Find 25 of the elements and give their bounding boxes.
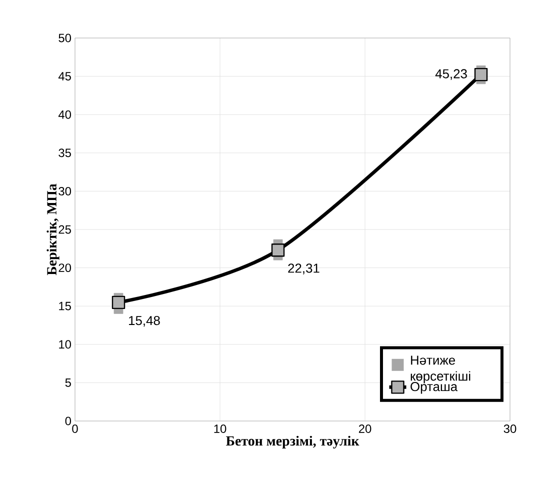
data-label: 22,31 bbox=[288, 264, 320, 274]
y-tick-label: 30 bbox=[58, 186, 72, 196]
y-axis-title: Беріктік, МПа bbox=[46, 184, 60, 276]
y-tick-label: 35 bbox=[58, 148, 71, 158]
y-tick-label: 20 bbox=[58, 264, 72, 272]
x-axis-title: Бетон мерзімі, тәулік bbox=[226, 436, 360, 449]
y-tick-label: 50 bbox=[58, 34, 72, 42]
legend-label: Орташа bbox=[410, 382, 458, 394]
y-tick-label: 40 bbox=[58, 110, 72, 119]
data-label: 45,23 bbox=[435, 69, 467, 80]
point bbox=[271, 244, 285, 257]
x-tick-label: 30 bbox=[504, 424, 516, 433]
y-tick-label: 15 bbox=[59, 302, 71, 310]
y-tick-label: 5 bbox=[65, 378, 71, 387]
y-tick-label: 25 bbox=[58, 225, 71, 234]
data-label: 15,48 bbox=[129, 316, 160, 327]
point bbox=[112, 296, 126, 310]
x-tick-label: 0 bbox=[72, 424, 78, 433]
y-tick-label: 45 bbox=[58, 72, 71, 80]
y-tick-label: 0 bbox=[65, 416, 72, 426]
legend-label: Нәтиже көрсеткіші bbox=[410, 356, 470, 384]
x-tick-label: 20 bbox=[358, 424, 372, 433]
y-tick-label: 10 bbox=[59, 340, 72, 349]
x-tick-label: 10 bbox=[214, 424, 226, 433]
point bbox=[474, 68, 488, 82]
